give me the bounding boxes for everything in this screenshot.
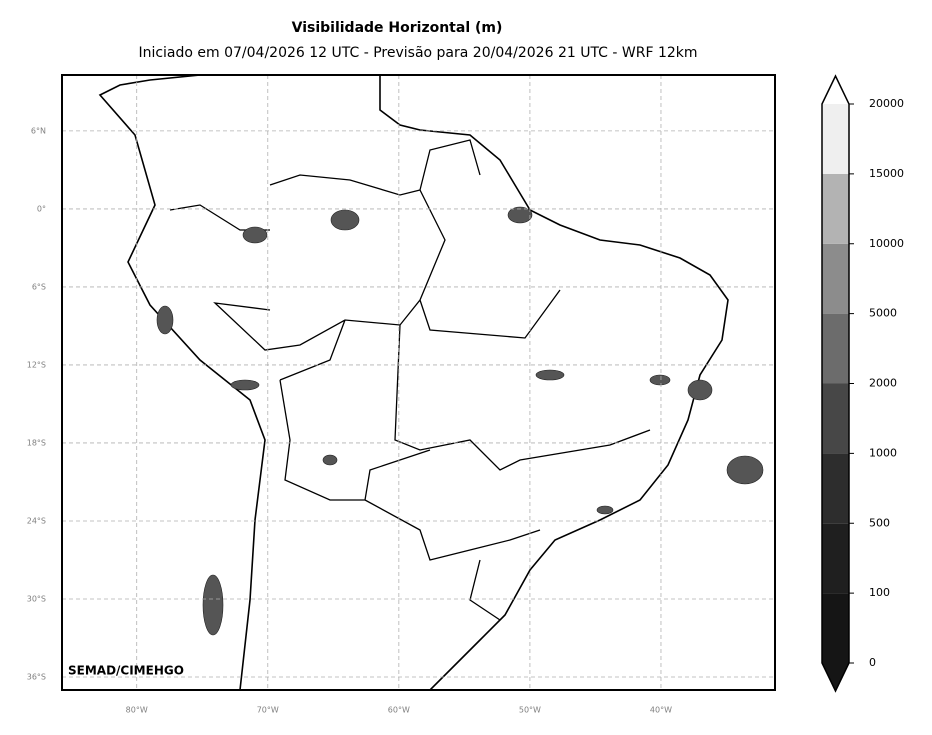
fog-patches — [156, 206, 764, 636]
colorbar-segment — [822, 453, 849, 524]
map — [98, 75, 764, 690]
x-tick-label: 50°W — [519, 706, 541, 715]
credit: SEMAD/CIMEHGO — [68, 664, 184, 678]
colorbar-segment — [822, 593, 849, 663]
colorbar-extend-low — [822, 663, 849, 691]
colorbar-label: 5000 — [869, 307, 897, 320]
y-tick-label: 6°S — [32, 282, 46, 291]
x-tick-label: 40°W — [650, 706, 672, 715]
colorbar-segment — [822, 313, 849, 384]
colorbar-segment — [822, 523, 849, 594]
y-tick-label: 6°N — [31, 126, 46, 135]
colorbar-label: 15000 — [869, 167, 904, 180]
y-tick-label: 24°S — [27, 516, 46, 525]
colorbar-label: 20000 — [869, 97, 904, 110]
colorbar-label: 500 — [869, 516, 890, 529]
colorbar-segment — [822, 104, 849, 174]
x-tick-label: 70°W — [257, 706, 279, 715]
title: Visibilidade Horizontal (m) — [292, 20, 503, 36]
y-tick-label: 18°S — [27, 438, 46, 447]
y-tick-label: 12°S — [27, 360, 46, 369]
map-frame — [61, 74, 776, 691]
x-tick-label: 80°W — [126, 706, 148, 715]
y-tick-label: 0° — [37, 204, 46, 213]
coastline — [98, 75, 729, 690]
y-tick-label: 36°S — [27, 672, 46, 681]
colorbar-label: 1000 — [869, 446, 897, 459]
colorbar-segment — [822, 243, 849, 314]
colorbar-label: 10000 — [869, 237, 904, 250]
border — [169, 139, 651, 621]
colorbar-label: 2000 — [869, 377, 897, 390]
colorbar-label: 100 — [869, 586, 890, 599]
x-tick-label: 60°W — [388, 706, 410, 715]
y-tick-label: 30°S — [27, 594, 46, 603]
colorbar-extend-high — [822, 76, 849, 104]
colorbar-segment — [822, 383, 849, 454]
colorbar-segment — [822, 173, 849, 244]
subtitle: Iniciado em 07/04/2026 12 UTC - Previsão… — [138, 45, 697, 61]
colorbar-label: 0 — [869, 656, 876, 669]
